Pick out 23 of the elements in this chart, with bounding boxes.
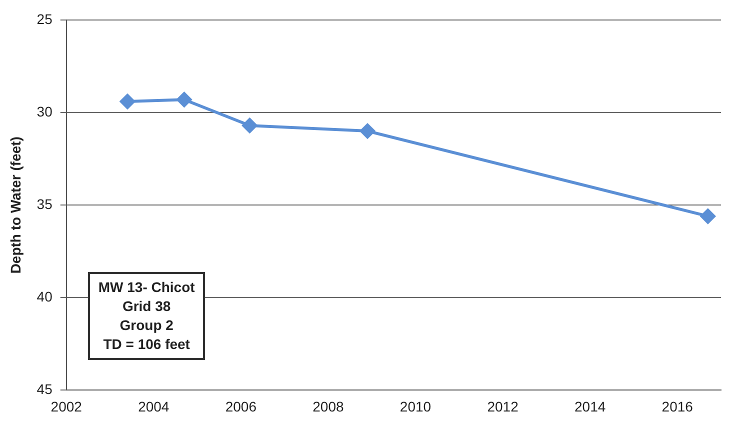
y-tick-label: 40 (36, 288, 53, 305)
annotation: Grid 38 (122, 298, 171, 314)
annotation: TD = 106 feet (103, 336, 190, 352)
y-tick-label: 45 (36, 381, 53, 398)
annotation: MW 13- Chicot (98, 279, 195, 296)
point (176, 92, 192, 108)
point (360, 124, 375, 139)
x-tick-label: 2012 (487, 398, 519, 414)
x-tick-label: 2014 (574, 398, 606, 414)
x-tick-label: 2008 (312, 398, 344, 414)
x-tick-label: 2010 (400, 398, 432, 414)
point (120, 94, 135, 109)
x-tick-label: 2006 (225, 398, 257, 414)
x-tick-label: 2002 (50, 398, 82, 414)
y-axis-title: Depth to Water (feet) (7, 136, 24, 274)
y-tick-label: 35 (36, 196, 53, 212)
x-tick-label: 2004 (138, 398, 170, 414)
y-tick-label: 30 (36, 103, 53, 120)
x-tick-label: 2016 (662, 398, 694, 414)
point (242, 118, 258, 134)
annotation: Group 2 (120, 317, 174, 334)
point (700, 208, 716, 224)
y-tick-label: 25 (36, 10, 53, 27)
